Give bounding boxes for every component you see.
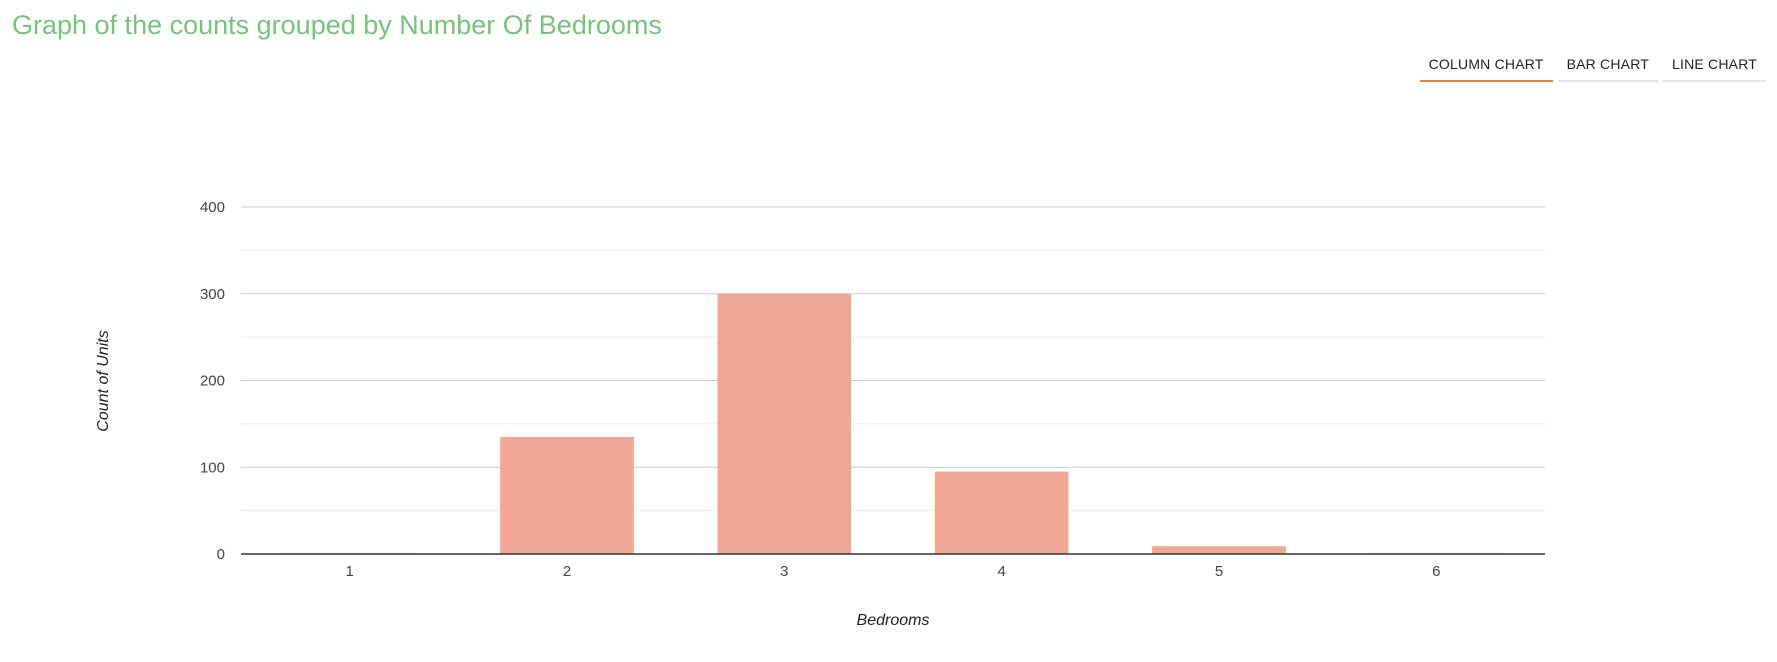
y-tick-label: 300 (200, 286, 225, 303)
x-tick-label: 6 (1432, 563, 1440, 580)
bar (934, 471, 1069, 554)
y-tick-label: 0 (217, 546, 225, 563)
x-tick-label: 5 (1215, 563, 1223, 580)
bar (500, 436, 634, 554)
y-tick-label: 100 (200, 459, 225, 476)
bar (1152, 546, 1286, 554)
grid-lines (241, 206, 1545, 512)
x-axis-title: Bedrooms (857, 612, 930, 629)
page-title: Graph of the counts grouped by Number Of… (12, 10, 662, 40)
tab-column-chart[interactable]: COLUMN CHART (1419, 50, 1553, 82)
y-tick-label: 200 (200, 373, 225, 390)
bar (717, 293, 852, 554)
tab-line-chart[interactable]: LINE CHART (1663, 50, 1766, 82)
chart-type-tabs: COLUMN CHART BAR CHART LINE CHART (1419, 50, 1766, 82)
x-tick-label: 3 (780, 563, 788, 580)
tab-bar-chart[interactable]: BAR CHART (1557, 50, 1659, 82)
y-tick-label: 400 (200, 199, 225, 216)
x-tick-label: 1 (345, 563, 353, 580)
axes: 0 100 200 300 400 1 2 3 4 5 6 (200, 199, 1545, 580)
bars (282, 293, 1504, 554)
x-tick-label: 4 (997, 563, 1005, 580)
y-axis-title: Count of Units (95, 330, 112, 431)
x-tick-label: 2 (563, 563, 571, 580)
axis-labels: Count of Units Bedrooms (95, 330, 929, 629)
